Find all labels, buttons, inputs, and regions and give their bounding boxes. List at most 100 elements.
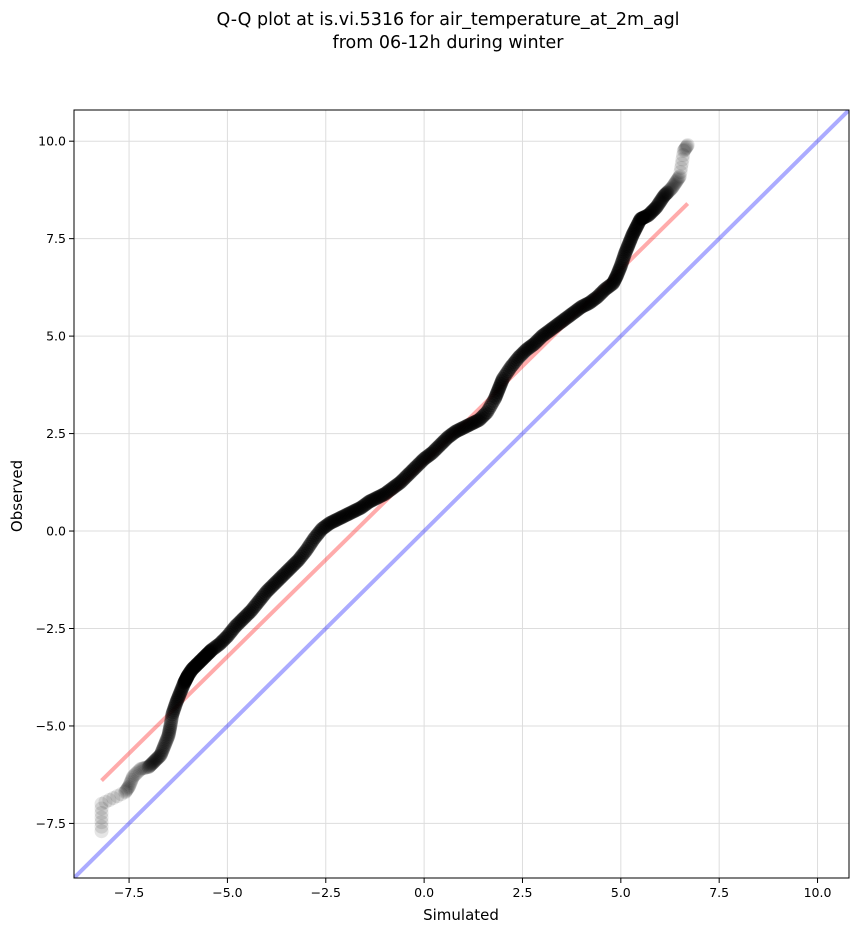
data-point	[640, 208, 655, 223]
data-point	[455, 421, 470, 436]
data-point	[414, 454, 429, 469]
data-point	[591, 288, 606, 303]
data-point	[443, 428, 458, 443]
data-point	[487, 391, 502, 406]
data-point	[196, 650, 211, 665]
y-tick-label: 2.5	[46, 426, 66, 441]
data-point	[186, 660, 201, 675]
data-point	[678, 141, 693, 156]
data-point	[356, 498, 371, 513]
data-point	[613, 260, 628, 275]
data-point	[506, 357, 521, 372]
data-point	[567, 304, 582, 319]
data-point	[287, 557, 302, 572]
data-point	[238, 609, 253, 624]
data-point	[652, 195, 667, 210]
data-point	[150, 751, 165, 766]
data-point	[642, 207, 657, 222]
data-point	[480, 405, 495, 420]
data-point	[615, 255, 630, 270]
data-point	[232, 615, 247, 630]
data-point	[527, 336, 542, 351]
data-point	[360, 495, 375, 510]
data-point	[489, 388, 504, 403]
data-point	[398, 470, 413, 485]
data-point	[253, 592, 268, 607]
y-tick-label: −2.5	[36, 621, 66, 636]
data-point	[653, 193, 668, 208]
data-point	[202, 645, 217, 660]
data-point	[492, 380, 507, 395]
data-point	[447, 425, 462, 440]
data-point	[615, 253, 630, 268]
data-point	[676, 143, 691, 158]
data-point	[456, 420, 471, 435]
data-point	[198, 649, 213, 664]
data-point	[132, 763, 147, 778]
data-point	[582, 295, 597, 310]
data-point	[622, 235, 637, 250]
data-point	[330, 512, 345, 527]
data-point	[368, 491, 383, 506]
data-point	[647, 202, 662, 217]
data-point	[638, 209, 653, 224]
data-point	[507, 355, 522, 370]
data-point	[545, 321, 560, 336]
axes-frame	[73, 109, 850, 879]
data-point	[680, 139, 695, 154]
data-point	[161, 727, 176, 742]
data-point	[523, 339, 538, 354]
data-point	[546, 320, 561, 335]
data-point	[189, 657, 204, 672]
data-point	[666, 179, 681, 194]
data-point	[465, 416, 480, 431]
plot-frame	[73, 109, 850, 879]
data-point	[363, 494, 378, 509]
data-point	[459, 419, 474, 434]
data-point	[94, 810, 109, 825]
data-point	[230, 616, 245, 631]
x-tick-label: 0.0	[414, 885, 434, 900]
chart-title-line-2: from 06-12h during winter	[333, 33, 565, 53]
data-point	[557, 312, 572, 327]
data-point	[512, 349, 527, 364]
data-point	[494, 375, 509, 390]
data-point	[306, 531, 321, 546]
data-point	[240, 607, 255, 622]
data-point	[670, 173, 685, 188]
data-point	[476, 409, 491, 424]
data-point	[596, 283, 611, 298]
data-point	[351, 501, 366, 516]
data-point	[271, 572, 286, 587]
data-point	[495, 373, 510, 388]
data-point	[333, 511, 348, 526]
data-point	[402, 466, 417, 481]
data-point	[177, 676, 192, 691]
data-point	[421, 448, 436, 463]
data-point	[461, 418, 476, 433]
data-point	[263, 580, 278, 595]
data-point	[375, 488, 390, 503]
data-point	[166, 703, 181, 718]
data-point	[313, 523, 328, 538]
data-point	[665, 179, 680, 194]
data-point	[550, 317, 565, 332]
data-point	[174, 682, 189, 697]
data-point	[532, 331, 547, 346]
data-point	[385, 481, 400, 496]
data-point	[587, 292, 602, 307]
data-point	[177, 675, 192, 690]
data-point	[640, 208, 655, 223]
data-point	[308, 530, 323, 545]
data-point	[258, 586, 273, 601]
data-point	[217, 631, 232, 646]
data-point	[327, 513, 342, 528]
data-point	[518, 344, 533, 359]
data-point	[484, 398, 499, 413]
data-point	[233, 614, 248, 629]
data-point	[672, 169, 687, 184]
data-point	[200, 646, 215, 661]
data-point	[563, 307, 578, 322]
data-point	[436, 434, 451, 449]
data-point	[390, 477, 405, 492]
